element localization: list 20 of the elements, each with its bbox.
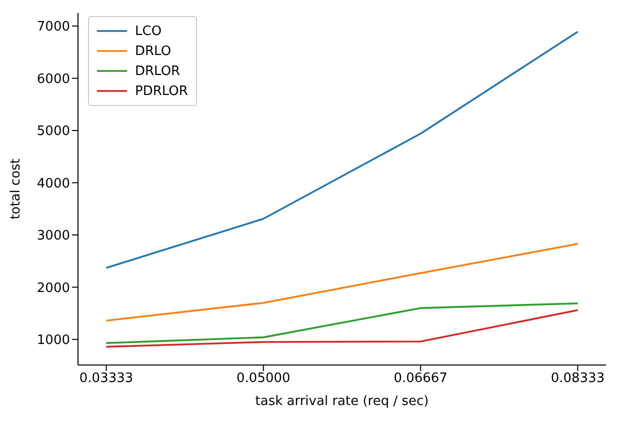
line-series <box>105 309 579 348</box>
x-tick-label: 0.05000 <box>236 371 290 386</box>
y-tick-label: 2000 <box>36 280 70 296</box>
y-tick-label: 7000 <box>36 20 70 35</box>
x-tick-label: 0.08333 <box>550 371 605 386</box>
x-tick-label: 0.03333 <box>79 371 134 386</box>
x-axis-title: task arrival rate (req / sec) <box>255 394 429 409</box>
line-series <box>105 302 579 344</box>
line-series <box>105 242 579 322</box>
legend-label: LCO <box>135 24 162 38</box>
y-axis-title: total cost <box>8 158 24 220</box>
legend-label: DRLO <box>135 44 172 58</box>
legend-label: DRLOR <box>135 64 180 78</box>
y-tick-label: 5000 <box>36 124 70 140</box>
y-tick-label: 3000 <box>36 228 70 244</box>
y-tick-label: 4000 <box>36 176 70 192</box>
y-tick-label: 6000 <box>36 72 70 87</box>
legend-label: PDRLOR <box>135 84 188 98</box>
x-tick-label: 0.06667 <box>394 371 448 386</box>
y-tick-label: 1000 <box>36 333 70 348</box>
